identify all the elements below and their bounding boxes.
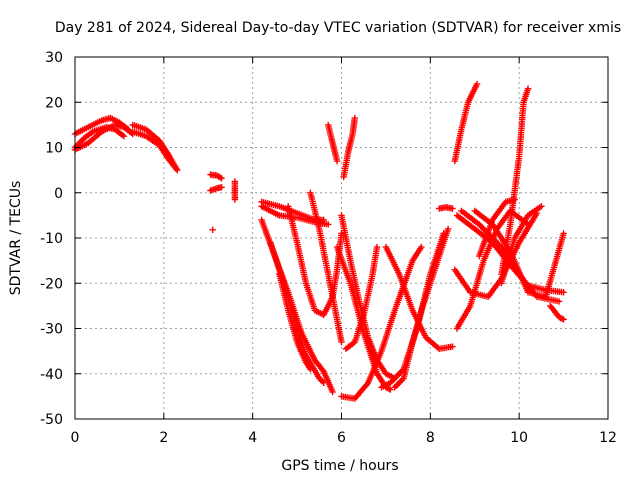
data-point (320, 379, 327, 386)
data-series (71, 80, 567, 402)
data-point (329, 388, 336, 396)
series-sat-w (382, 243, 456, 353)
series-sat-z (436, 204, 456, 212)
data-point (538, 203, 545, 210)
series-sat-q (325, 121, 341, 165)
y-tick-label: 30 (45, 50, 63, 66)
y-axis-label: SDTVAR / TECUs (8, 181, 24, 296)
data-point (218, 175, 225, 182)
data-point (338, 338, 345, 346)
series-sat-e (129, 128, 181, 174)
x-tick-label: 12 (599, 430, 617, 446)
series-sat-h (231, 178, 239, 203)
series-sat-f (207, 171, 225, 182)
y-tick-label: -10 (40, 231, 63, 247)
data-point (174, 166, 181, 174)
series-sat-ai (498, 85, 532, 278)
data-point (524, 85, 532, 92)
x-tick-label: 8 (426, 430, 435, 446)
series-sat-p (307, 189, 345, 346)
chart-title: Day 281 of 2024, Sidereal Day-to-day VTE… (55, 20, 621, 36)
data-point (373, 243, 381, 251)
y-tick-label: 20 (45, 95, 63, 111)
x-tick-label: 4 (248, 430, 257, 446)
x-tick-label: 10 (510, 430, 528, 446)
data-point (473, 80, 481, 88)
series-sat-n (276, 271, 314, 373)
x-tick-label: 0 (71, 430, 80, 446)
series-sat-aa (451, 80, 481, 165)
data-point (351, 114, 358, 122)
data-point (524, 221, 532, 228)
data-point (387, 386, 394, 393)
y-tick-label: -20 (40, 276, 63, 292)
data-point (560, 316, 567, 323)
data-point (555, 298, 563, 305)
y-tick-label: -30 (40, 322, 63, 338)
x-tick-label: 2 (159, 430, 168, 446)
y-tick-label: 10 (45, 141, 63, 157)
data-point (209, 226, 216, 234)
data-point (449, 205, 456, 212)
data-point (120, 133, 128, 140)
series-sat-g (207, 184, 225, 194)
y-tick-label: -50 (40, 412, 63, 428)
series-sat-r (340, 114, 358, 181)
data-point (325, 221, 332, 228)
series-sat-ah (498, 203, 545, 287)
series-sat-s (338, 212, 398, 382)
data-point (307, 366, 314, 373)
data-point (444, 225, 452, 233)
series-sat-i (209, 226, 216, 234)
data-point (418, 243, 425, 251)
data-point (333, 157, 341, 165)
data-point (218, 184, 225, 191)
data-point (231, 196, 239, 203)
x-tick-label: 6 (337, 430, 346, 446)
y-tick-label: -40 (40, 367, 63, 383)
data-point (449, 343, 456, 350)
axis-ticks: 0 2 4 6 8 10 12 -50 -40 -30 -20 -10 0 10 20 30 (40, 50, 617, 446)
y-tick-label: 0 (54, 186, 63, 202)
x-axis-label: GPS time / hours (281, 458, 398, 474)
series-sat-y (391, 225, 452, 391)
data-point (338, 230, 345, 237)
data-point (560, 289, 567, 296)
series-sat-aj (547, 302, 567, 323)
data-point (560, 230, 567, 237)
